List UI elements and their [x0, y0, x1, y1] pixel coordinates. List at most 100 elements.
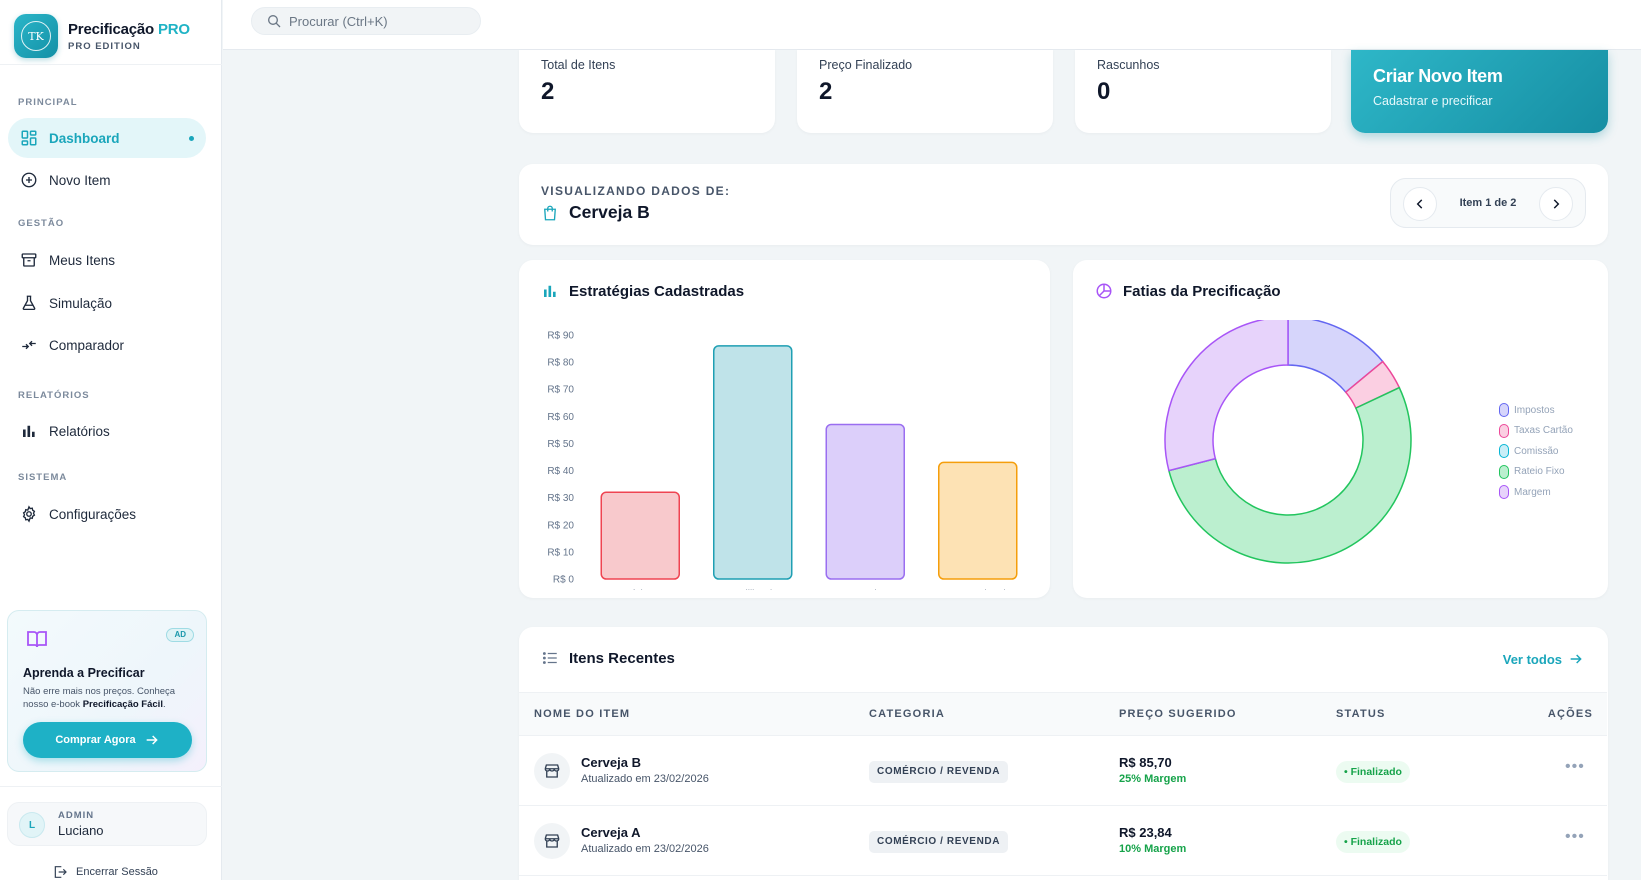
dashboard-icon	[21, 130, 37, 146]
promo-card: AD Aprenda a Precificar Não erre mais no…	[7, 610, 207, 772]
legend-item[interactable]: Comissão	[1499, 441, 1573, 462]
legend-swatch	[1499, 423, 1509, 438]
see-all-link[interactable]: Ver todos	[1503, 651, 1584, 667]
sidebar-item-novo-item[interactable]: Novo Item	[8, 160, 206, 200]
list-icon	[542, 652, 557, 664]
bar-3[interactable]	[938, 461, 1018, 580]
row-updated: Atualizado em 23/02/2026	[581, 843, 709, 855]
sidebar-divider	[0, 64, 222, 65]
promo-desc-prefix: Não erre mais nos preços. Conheça nosso …	[23, 686, 176, 710]
legend-swatch	[1499, 444, 1509, 459]
brand-edition: PRO EDITION	[68, 40, 141, 52]
stat-value: 2	[541, 78, 555, 105]
column-header-price: PREÇO SUGERIDO	[1119, 708, 1237, 720]
topbar: Procurar (Ctrl+K)	[223, 0, 1641, 50]
bar-chart-icon	[544, 285, 556, 297]
chevron-left-icon	[1416, 199, 1423, 209]
brand-logo: TK	[14, 14, 58, 58]
bar-chart-icon	[23, 425, 35, 437]
sidebar-item-label: Relatórios	[49, 423, 110, 439]
bar-1[interactable]	[713, 345, 793, 580]
y-tick-label: R$ 0	[553, 575, 575, 586]
y-tick-label: R$ 70	[547, 385, 574, 396]
sidebar-item-label: Configurações	[49, 506, 137, 522]
search-input[interactable]: Procurar (Ctrl+K)	[251, 7, 481, 35]
slices-title: Fatias da Precificação	[1095, 282, 1281, 300]
bar-2[interactable]	[825, 423, 905, 580]
recent-title-text: Itens Recentes	[569, 649, 675, 667]
slices-chart-card: Fatias da Precificação Impostos Taxas Car…	[1073, 260, 1608, 598]
row-margin: 10% Margem	[1119, 843, 1187, 855]
sidebar-divider	[0, 786, 222, 787]
brand-title-main: Precificação	[68, 20, 154, 38]
item-viewer-card: VISUALIZANDO DADOS DE: Cerveja B Item 1 …	[519, 164, 1608, 245]
stat-label: Total de Itens	[541, 58, 616, 72]
stat-label: Rascunhos	[1097, 58, 1160, 72]
strategies-title-text: Estratégias Cadastradas	[569, 282, 745, 300]
row-actions-menu[interactable]: •••	[1565, 758, 1585, 775]
x-tick-label: Equilibrado	[728, 589, 778, 590]
archive-box-icon	[21, 253, 37, 267]
sidebar-item-relatorios[interactable]: Relatórios	[8, 411, 206, 451]
pager-prev-button[interactable]	[1403, 187, 1437, 221]
sidebar-item-dashboard[interactable]: Dashboard	[8, 118, 206, 158]
legend-item[interactable]: Rateio Fixo	[1499, 462, 1573, 483]
item-pager: Item 1 de 2	[1390, 178, 1586, 228]
avatar: L	[19, 812, 45, 838]
category-badge: COMÉRCIO / REVENDA	[869, 761, 1009, 783]
legend-item[interactable]: Margem	[1499, 482, 1573, 503]
section-label-principal: PRINCIPAL	[18, 97, 78, 108]
store-icon	[544, 834, 560, 848]
stat-value: 2	[819, 78, 833, 105]
stat-card-total-itens: Total de Itens 2	[519, 50, 775, 133]
brand-title-pro: PRO	[157, 20, 190, 38]
bar-0[interactable]	[600, 491, 680, 580]
row-price: R$ 23,84	[1119, 825, 1172, 840]
slice-3[interactable]	[1167, 386, 1412, 564]
legend-swatch	[1499, 485, 1509, 500]
stat-card-rascunhos: Rascunhos 0	[1075, 50, 1331, 133]
logout-button[interactable]: Encerrar Sessão	[52, 864, 158, 880]
slice-4[interactable]	[1164, 320, 1289, 472]
status-badge: • Finalizado	[1336, 761, 1410, 783]
row-actions-menu[interactable]: •••	[1565, 828, 1585, 845]
legend-item[interactable]: Impostos	[1499, 400, 1573, 421]
sidebar-item-meus-itens[interactable]: Meus Itens	[8, 240, 206, 280]
y-tick-label: R$ 20	[547, 520, 574, 531]
x-tick-label: Agressivo	[843, 589, 887, 590]
y-tick-label: R$ 90	[547, 331, 574, 342]
sidebar-item-simulacao[interactable]: Simulação	[8, 283, 206, 323]
logout-label: Encerrar Sessão	[76, 866, 158, 878]
recent-items-card: Itens Recentes Ver todos NOME DO ITEM CA…	[519, 627, 1608, 880]
brand[interactable]: TK Precificação PRO PRO EDITION	[14, 14, 190, 58]
table-row[interactable]: Cerveja B Atualizado em 23/02/2026 COMÉR…	[519, 736, 1607, 806]
logo-monogram: TK	[21, 21, 51, 51]
stat-value: 0	[1097, 78, 1111, 105]
slices-donut-chart	[1164, 320, 1412, 564]
table-header: NOME DO ITEM CATEGORIA PREÇO SUGERIDO ST…	[519, 692, 1607, 736]
sidebar-item-configuracoes[interactable]: Configurações	[8, 494, 206, 534]
strategies-title: Estratégias Cadastradas	[541, 282, 744, 300]
y-tick-label: R$ 60	[547, 412, 574, 423]
y-tick-label: R$ 50	[547, 439, 574, 450]
section-label-gestao: GESTÃO	[18, 218, 65, 229]
y-tick-label: R$ 10	[547, 547, 574, 558]
user-card[interactable]: L ADMIN Luciano	[7, 802, 207, 846]
stat-label: Preço Finalizado	[819, 58, 913, 72]
legend-swatch	[1499, 403, 1509, 418]
column-header-status: STATUS	[1336, 708, 1386, 720]
slices-legend: Impostos Taxas Cartão Comissão Rateio Fixo M…	[1499, 400, 1573, 503]
strategies-bar-chart: R$ 0 R$ 10 R$ 20 R$ 30 R$ 40 R$ 50 R$ 60 R$ 70 R…	[547, 331, 1018, 590]
active-indicator-dot	[189, 136, 194, 141]
buy-now-button[interactable]: Comprar Agora	[23, 722, 192, 758]
y-tick-label: R$ 30	[547, 493, 574, 504]
chevron-right-icon	[1553, 199, 1560, 209]
shopping-bag-icon	[544, 205, 556, 220]
category-badge: COMÉRCIO / REVENDA	[869, 831, 1009, 853]
legend-item[interactable]: Taxas Cartão	[1499, 421, 1573, 442]
strategies-chart-card: Estratégias Cadastradas R$ 0 R$ 10 R$ 20 R$…	[519, 260, 1050, 598]
table-row[interactable]: Cerveja A Atualizado em 23/02/2026 COMÉR…	[519, 806, 1607, 876]
pager-next-button[interactable]	[1539, 187, 1573, 221]
sidebar-item-comparador[interactable]: Comparador	[8, 325, 206, 365]
create-item-button[interactable]: Criar Novo Item Cadastrar e precificar	[1351, 50, 1608, 133]
